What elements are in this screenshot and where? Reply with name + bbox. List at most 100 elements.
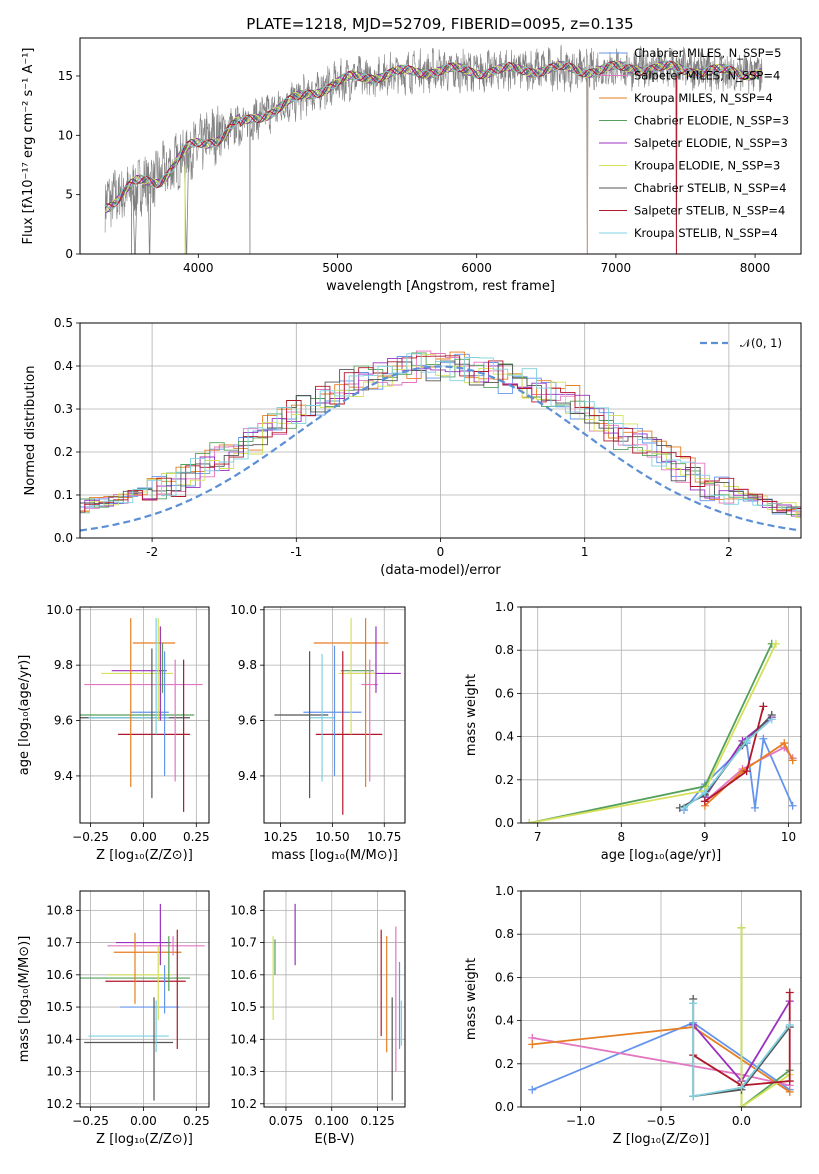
age-vs-weight-plot-area: [525, 640, 796, 827]
histogram-step: [0, 352, 819, 538]
age-vs-weight-xtick-label: 10: [781, 830, 796, 844]
mass-vs-age-ytick-label: 9.6: [238, 714, 257, 728]
z-vs-mass-ytick-label: 10.8: [46, 903, 73, 917]
z-vs-mass-ytick-label: 10.7: [46, 936, 73, 950]
age-vs-weight-marker: [759, 735, 767, 743]
z-vs-weight-ytick-label: 1.0: [495, 884, 514, 898]
age-vs-weight-marker: [789, 802, 797, 810]
spectrum-xtick-label: 5000: [322, 261, 353, 275]
age-vs-weight-ytick-label: 1.0: [495, 600, 514, 614]
mass-vs-age-xlabel: mass [log₁₀(M/M⊙)]: [271, 848, 398, 863]
z-vs-weight-ytick-label: 0.2: [495, 1057, 514, 1071]
histogram-legend-label: 𝒩(0, 1): [740, 336, 782, 350]
residual-histogram-ytick-label: 0.5: [54, 316, 73, 330]
ebv-vs-mass-ytick-label: 10.8: [230, 903, 257, 917]
z-vs-mass-ylabel: mass [log₁₀(M/M⊙)]: [17, 936, 32, 1063]
z-vs-mass-xtick-label: 0.25: [183, 1114, 210, 1128]
spectrum-xtick-label: 7000: [601, 261, 632, 275]
spectrum-legend-label: Salpeter STELIB, N_SSP=4: [634, 204, 785, 218]
z-vs-weight-ytick-label: 0.4: [495, 1014, 514, 1028]
residual-histogram-xtick-label: -2: [146, 545, 158, 559]
residual-histogram-ytick-label: 0.4: [54, 359, 73, 373]
z-vs-age-xtick-label: 0.00: [130, 830, 157, 844]
ebv-vs-mass-xlabel: E(B-V): [314, 1132, 354, 1147]
histogram-step: [0, 351, 819, 538]
ebv-vs-mass-ytick-label: 10.3: [230, 1065, 257, 1079]
z-vs-mass-ytick-label: 10.5: [46, 1000, 73, 1014]
spectrum-ytick-label: 0: [65, 247, 73, 261]
age-vs-weight-ytick-label: 0.6: [495, 686, 514, 700]
spectrum-legend-label: Kroupa ELODIE, N_SSP=3: [634, 159, 780, 173]
age-vs-weight-frame: [521, 607, 801, 823]
spectrum-legend-label: Chabrier ELODIE, N_SSP=3: [634, 114, 789, 128]
z-vs-age-xlabel: Z [log₁₀(Z/Z⊙)]: [96, 848, 193, 863]
spectrum-legend-label: Kroupa STELIB, N_SSP=4: [634, 226, 778, 240]
z-vs-age-ytick-label: 9.4: [54, 769, 73, 783]
histogram-step: [0, 353, 819, 538]
z-vs-weight-xtick-label: −1.0: [566, 1114, 595, 1128]
residual-histogram-xtick-label: 0: [437, 545, 445, 559]
age-vs-weight-ytick-label: 0.2: [495, 773, 514, 787]
age-vs-weight-ytick-label: 0.0: [495, 816, 514, 830]
ebv-vs-mass-xtick-label: 0.100: [315, 1114, 349, 1128]
age-vs-weight-marker: [772, 640, 780, 648]
spectrum-legend-label: Chabrier STELIB, N_SSP=4: [634, 181, 786, 195]
residual-histogram-ytick-label: 0.2: [54, 445, 73, 459]
z-vs-mass-ytick-label: 10.6: [46, 968, 73, 982]
mass-vs-age-xtick-label: 10.75: [367, 830, 401, 844]
z-vs-weight-ytick-label: 0.0: [495, 1100, 514, 1114]
z-vs-weight-ytick-label: 0.8: [495, 927, 514, 941]
residual-histogram-xtick-label: -1: [290, 545, 302, 559]
mass-vs-age-ytick-label: 9.8: [238, 658, 257, 672]
ebv-vs-mass-ytick-label: 10.4: [230, 1032, 257, 1046]
spectrum-ytick-label: 15: [58, 69, 73, 83]
z-vs-mass-ytick-label: 10.3: [46, 1065, 73, 1079]
z-vs-weight-ylabel: mass weight: [464, 958, 479, 1040]
z-vs-age-ytick-label: 9.6: [54, 714, 73, 728]
z-vs-weight-ytick-label: 0.6: [495, 970, 514, 984]
spectrum-xtick-label: 8000: [740, 261, 771, 275]
mass-vs-age-ytick-label: 9.4: [238, 769, 257, 783]
histogram-step: [0, 354, 819, 538]
z-vs-weight-marker: [689, 999, 697, 1007]
age-vs-weight-xlabel: age [log₁₀(age/yr)]: [601, 848, 722, 863]
z-vs-weight-marker: [786, 989, 794, 997]
residual-histogram-ylabel: Normed distribution: [23, 366, 38, 496]
residual-histogram-xtick-label: 1: [581, 545, 589, 559]
age-vs-weight-ytick-label: 0.4: [495, 730, 514, 744]
ebv-vs-mass-ytick-label: 10.2: [230, 1097, 257, 1111]
z-vs-mass-frame: [80, 891, 209, 1107]
z-vs-weight-xtick-label: 0.0: [732, 1114, 751, 1128]
z-vs-mass-plot-area: [80, 904, 205, 1101]
ebv-vs-mass-xtick-label: 0.125: [360, 1114, 394, 1128]
spectrum-legend-label: Salpeter ELODIE, N_SSP=3: [634, 136, 788, 150]
residual-histogram-ytick-label: 0.3: [54, 402, 73, 416]
histogram-step: [0, 356, 819, 538]
z-vs-weight-marker: [528, 1040, 536, 1048]
spectrum-xtick-label: 4000: [183, 261, 214, 275]
spectrum-ylabel: Flux [fλ10⁻¹⁷ erg cm⁻² s⁻¹ A⁻¹]: [21, 48, 36, 245]
ebv-vs-mass-ytick-label: 10.7: [230, 936, 257, 950]
z-vs-age-xtick-label: −0.25: [72, 830, 109, 844]
spectrum-title: PLATE=1218, MJD=52709, FIBERID=0095, z=0…: [246, 15, 633, 33]
z-vs-age-ytick-label: 9.8: [54, 658, 73, 672]
age-vs-weight-marker: [759, 702, 767, 710]
z-vs-weight-marker: [689, 1092, 697, 1100]
z-vs-weight-marker: [737, 924, 745, 932]
mass-vs-age-plot-area: [274, 618, 400, 815]
spectrum-ytick-label: 5: [65, 188, 73, 202]
age-vs-weight-ylabel: mass weight: [464, 674, 479, 756]
age-vs-weight-series-line: [529, 644, 771, 823]
spectrum-legend-label: Kroupa MILES, N_SSP=4: [634, 91, 773, 105]
residual-histogram-ytick-label: 0.1: [54, 488, 73, 502]
histogram-step: [0, 358, 819, 538]
ebv-vs-mass-plot-area: [273, 904, 401, 1101]
histogram-plot-area: [0, 351, 819, 538]
z-vs-mass-ytick-label: 10.2: [46, 1097, 73, 1111]
age-vs-weight-xtick-label: 9: [701, 830, 709, 844]
spectrum-xtick-label: 6000: [461, 261, 492, 275]
age-vs-weight-xtick-label: 7: [534, 830, 542, 844]
ebv-vs-mass-frame: [264, 891, 405, 1107]
z-vs-mass-xlabel: Z [log₁₀(Z/Z⊙)]: [96, 1132, 193, 1147]
